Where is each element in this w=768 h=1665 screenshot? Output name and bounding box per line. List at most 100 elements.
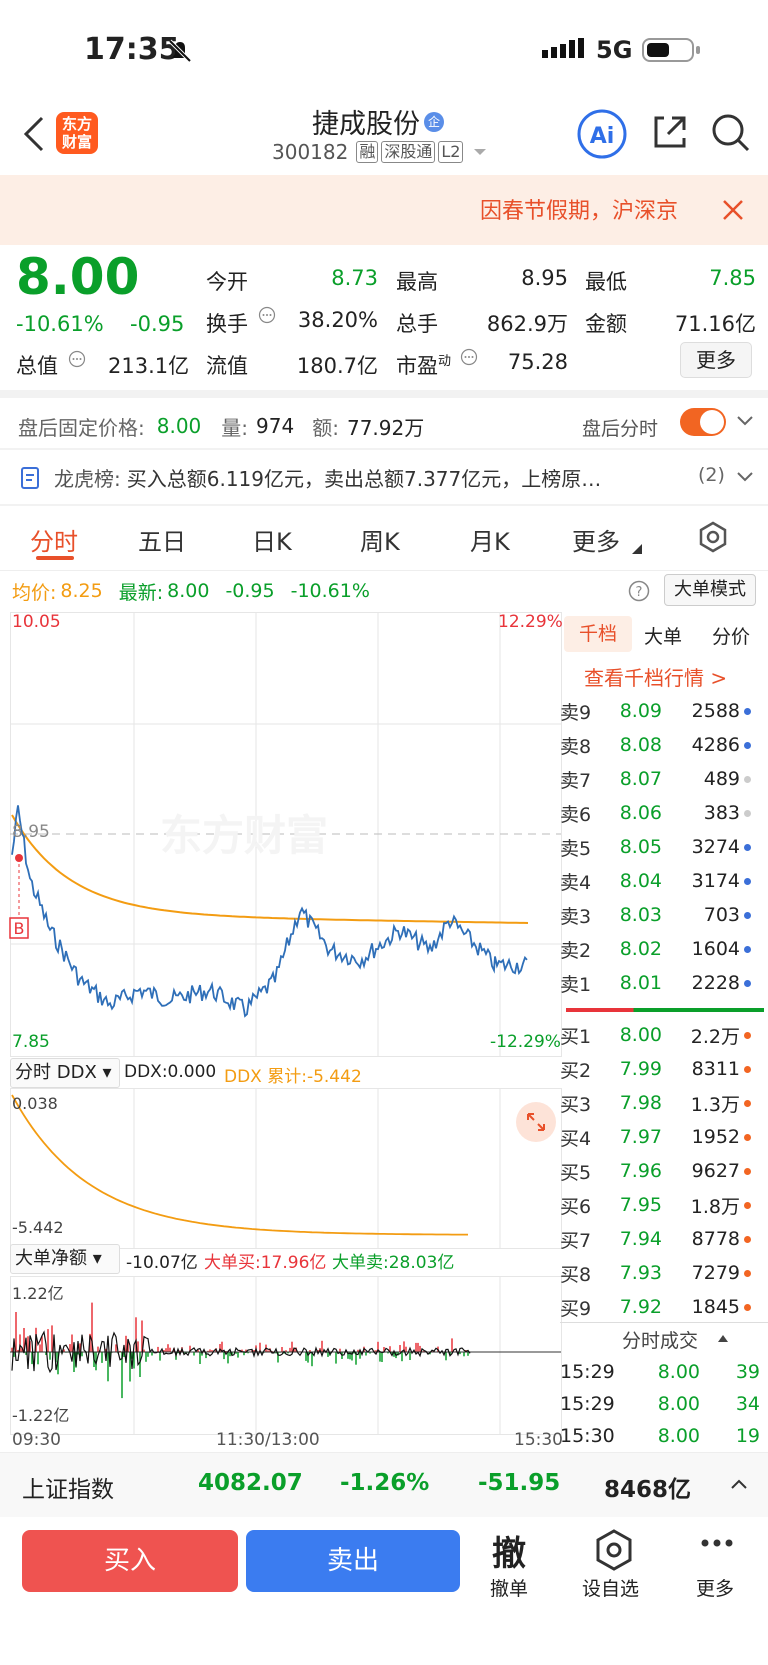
tab-monthly[interactable]: 月K: [470, 528, 510, 556]
net-value: -10.07亿: [126, 1253, 198, 1273]
bid-row[interactable]: 买5 7.96 9627: [560, 1154, 765, 1188]
tab-depth[interactable]: 千档: [564, 616, 632, 652]
expand-icon[interactable]: [516, 1102, 556, 1142]
big-order-mode-button[interactable]: 大单模式: [664, 574, 756, 606]
latest-change: -0.95: [225, 580, 275, 602]
chevron-down-icon[interactable]: [736, 470, 754, 484]
share-icon[interactable]: [650, 112, 690, 152]
banner-text: 因春节假期，沪深京: [480, 199, 679, 224]
tag-connect: 深股通: [381, 141, 436, 163]
chevron-down-icon[interactable]: [736, 414, 754, 428]
ask-row[interactable]: 卖8 8.08 4286: [560, 728, 765, 762]
bid-row[interactable]: 买1 8.00 2.2万: [560, 1018, 765, 1052]
bid-row[interactable]: 买7 7.94 8778: [560, 1222, 765, 1256]
net-flow-line: [11, 1330, 471, 1374]
tab-more[interactable]: 更多: [572, 528, 620, 556]
tab-big-orders[interactable]: 大单: [644, 626, 683, 648]
ask-row[interactable]: 卖9 8.09 2588: [560, 694, 765, 728]
bid-row[interactable]: 买2 7.99 8311: [560, 1052, 765, 1086]
after-hours-toggle[interactable]: [680, 408, 726, 436]
y-min-label: 7.85: [12, 1032, 50, 1052]
ask-row[interactable]: 卖6 8.06 383: [560, 796, 765, 830]
bid-dot: [744, 1269, 751, 1277]
ask-row[interactable]: 卖2 8.02 1604: [560, 932, 765, 966]
info-icon[interactable]: [258, 306, 276, 324]
help-icon[interactable]: ?: [628, 580, 650, 602]
ask-row[interactable]: 卖7 8.07 489: [560, 762, 765, 796]
ask-dot: [744, 945, 751, 953]
tick-price: 8.00: [657, 1393, 700, 1415]
index-pct: -1.26%: [340, 1470, 430, 1496]
ask-volume: 2588: [691, 700, 740, 722]
chevron-up-icon[interactable]: [730, 1478, 748, 1490]
tab-price-dist[interactable]: 分价: [712, 626, 751, 648]
ask-volume: 383: [703, 802, 740, 824]
bid-row[interactable]: 买9 7.92 1845: [560, 1290, 765, 1324]
tick-time: 15:30: [560, 1425, 615, 1447]
ddx-top-label: 0.038: [12, 1094, 58, 1113]
float-cap-label: 流值: [206, 354, 248, 378]
ask-price: 8.02: [619, 938, 662, 960]
depth-link[interactable]: 查看千档行情 >: [584, 666, 728, 690]
caret-down-icon[interactable]: [473, 147, 487, 157]
back-arrow-icon[interactable]: [22, 116, 46, 152]
ai-icon[interactable]: Ai: [576, 108, 628, 160]
add-favorite-icon[interactable]: [594, 1528, 634, 1572]
divider: [0, 570, 768, 571]
ddx-indicator-select[interactable]: 分时 DDX ▾: [10, 1058, 120, 1088]
ask-row[interactable]: 卖5 8.05 3274: [560, 830, 765, 864]
bid-row[interactable]: 买4 7.97 1952: [560, 1120, 765, 1154]
bid-row[interactable]: 买8 7.93 7279: [560, 1256, 765, 1290]
ask-row[interactable]: 卖3 8.03 703: [560, 898, 765, 932]
field-label-total-cap: 总值: [16, 354, 58, 378]
ask-price: 8.09: [619, 700, 662, 722]
divider: [560, 1322, 768, 1323]
cancel-label[interactable]: 撤单: [490, 1578, 529, 1600]
close-icon[interactable]: [722, 199, 744, 221]
gear-icon[interactable]: [696, 520, 730, 554]
more-fields-button[interactable]: 更多: [680, 342, 752, 378]
info-icon[interactable]: [68, 350, 86, 368]
buy-button[interactable]: 买入: [22, 1530, 238, 1592]
add-favorite-label[interactable]: 设自选: [582, 1578, 640, 1600]
tag-l2: L2: [438, 141, 464, 163]
divider: [0, 390, 768, 398]
bid-level: 买2: [560, 1059, 592, 1082]
bid-price: 8.00: [619, 1024, 662, 1046]
latest-pct: -10.61%: [290, 580, 370, 602]
svg-text:Ai: Ai: [590, 124, 615, 149]
tick-time: 15:29: [560, 1361, 615, 1383]
more-dots-icon[interactable]: [700, 1538, 734, 1548]
bid-volume: 1.3万: [690, 1093, 740, 1116]
ref-price-label: 8.95: [12, 822, 50, 842]
info-icon[interactable]: [460, 348, 478, 366]
ask-volume: 2228: [691, 972, 740, 994]
ask-dot: [744, 843, 751, 851]
ask-row[interactable]: 卖4 8.04 3174: [560, 864, 765, 898]
net-indicator-select[interactable]: 大单净额 ▾: [10, 1244, 120, 1274]
latest-label: 最新:: [118, 581, 164, 604]
mute-bell-icon: [168, 39, 192, 63]
bid-row[interactable]: 买6 7.95 1.8万: [560, 1188, 765, 1222]
search-icon[interactable]: [710, 112, 752, 154]
intraday-chart: 东方财富 B: [9, 612, 562, 1435]
tick-row: 15:29 8.00 39: [560, 1356, 765, 1388]
ask-volume: 489: [703, 768, 740, 790]
tab-weekly[interactable]: 周K: [360, 528, 400, 556]
ask-price: 8.05: [619, 836, 662, 858]
tick-volume: 34: [735, 1393, 760, 1415]
network-label: 5G: [596, 36, 633, 64]
amount-label: 金额: [585, 312, 627, 336]
lhb-text[interactable]: 买入总额6.119亿元，卖出总额7.377亿元，上榜原…: [126, 466, 602, 491]
tab-intraday[interactable]: 分时: [30, 528, 78, 556]
cancel-icon[interactable]: 撤: [492, 1534, 526, 1574]
tab-5day[interactable]: 五日: [138, 528, 186, 556]
tab-daily[interactable]: 日K: [252, 528, 292, 556]
bid-row[interactable]: 买3 7.98 1.3万: [560, 1086, 765, 1120]
sell-button[interactable]: 卖出: [246, 1530, 460, 1592]
more-label[interactable]: 更多: [696, 1578, 735, 1600]
ask-row[interactable]: 卖1 8.01 2228: [560, 966, 765, 1000]
ask-dot: [744, 979, 751, 987]
caret-up-icon[interactable]: [718, 1334, 728, 1342]
index-bar[interactable]: [0, 1453, 768, 1517]
